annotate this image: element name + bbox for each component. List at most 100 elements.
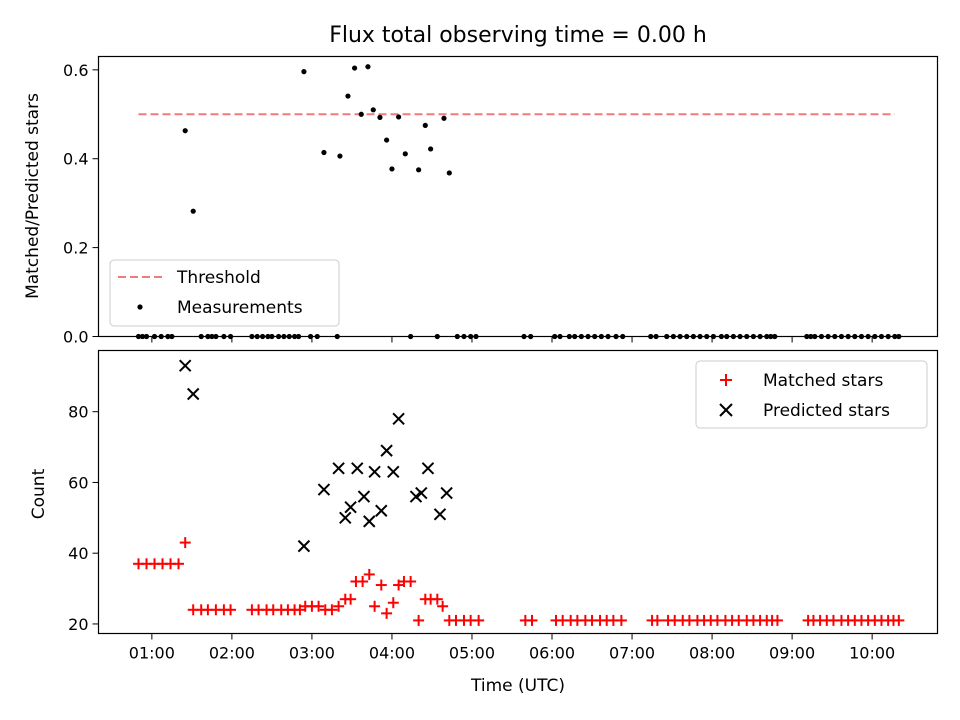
predicted-star-point (357, 490, 371, 503)
bottom-x-tick-label: 05:00 (449, 644, 495, 663)
bottom-y-tick-label: 60 (68, 473, 88, 492)
top-y-tick-label: 0.4 (63, 150, 88, 169)
chart-title: Flux total observing time = 0.00 h (329, 23, 707, 48)
matched-star-point (381, 607, 393, 619)
predicted-star-stroke-b (415, 486, 428, 500)
bottom-x-tick-label: 04:00 (369, 644, 415, 663)
legend-measurements-label: Measurements (177, 298, 303, 318)
bottom-x-tick-label: 09:00 (769, 644, 815, 663)
measurement-point (337, 153, 343, 159)
legend-predicted-swatch (719, 403, 733, 417)
predicted-star-stroke-b (421, 462, 435, 475)
predicted-star-stroke-b (392, 412, 405, 425)
legend-matched-swatch (720, 374, 732, 386)
predicted-star-point (415, 486, 428, 500)
matched-star-point (893, 614, 905, 626)
legend-threshold-label: Threshold (176, 268, 261, 288)
matched-star-point (333, 600, 345, 612)
predicted-star-stroke-b (433, 508, 447, 521)
predicted-star-point (344, 501, 357, 514)
matched-star-point (345, 593, 357, 605)
bottom-x-tick-label: 01:00 (129, 644, 175, 663)
measurement-point (190, 208, 196, 214)
bottom-y-tick-label: 80 (68, 403, 88, 422)
top-panel: Flux total observing time = 0.00 h Match… (23, 23, 939, 347)
predicted-star-stroke-b (339, 511, 352, 525)
bottom-y-tick-label: 20 (68, 615, 88, 634)
matched-star-point (473, 614, 485, 626)
predicted-star-point (351, 462, 364, 475)
measurement-point (396, 114, 402, 120)
bottom-x-tick-label: 06:00 (529, 644, 575, 663)
measurement-point (345, 93, 351, 99)
top-legend: Threshold Measurements (109, 259, 340, 327)
measurement-point (389, 166, 395, 172)
predicted-star-stroke-b (186, 387, 200, 401)
predicted-star-point (440, 486, 453, 500)
measurement-point (182, 128, 188, 134)
matched-star-point (651, 614, 663, 626)
predicted-star-stroke-b (363, 515, 376, 528)
predicted-star-stroke-b (297, 539, 311, 553)
measurement-point (384, 137, 390, 143)
predicted-star-stroke-b (317, 483, 331, 496)
predicted-star-point (332, 462, 345, 475)
measurement-point (352, 65, 358, 71)
matched-star-point (387, 597, 399, 609)
bottom-x-tick-label: 07:00 (609, 644, 655, 663)
predicted-star-stroke-b (368, 465, 381, 479)
predicted-star-stroke-b (351, 462, 364, 475)
predicted-star-stroke-b (375, 504, 388, 517)
matched-star-point (363, 568, 375, 580)
bottom-data-marks (133, 359, 905, 626)
predicted-star-point (409, 490, 423, 503)
predicted-star-point (363, 515, 376, 528)
matched-star-point (431, 593, 443, 605)
matched-star-point (405, 575, 417, 587)
predicted-star-point (368, 465, 381, 479)
predicted-star-stroke-b (387, 465, 400, 479)
x-axis-label: Time (UTC) (470, 676, 565, 696)
matched-star-point (179, 537, 191, 549)
predicted-star-point (186, 387, 200, 401)
predicted-star-stroke-b (178, 359, 192, 372)
bottom-plot-frame (97, 349, 939, 635)
predicted-star-point (392, 412, 405, 425)
matched-star-point (615, 614, 627, 626)
predicted-star-point (297, 539, 311, 553)
bottom-x-tick-label: 02:00 (209, 644, 255, 663)
bottom-x-ticks: 01:00 02:00 03:00 04:00 05:00 06:00 07:00 08:00… (129, 633, 895, 663)
measurement-point (416, 167, 422, 173)
matched-star-point (437, 600, 449, 612)
matched-star-point (771, 614, 783, 626)
matched-star-point (413, 614, 425, 626)
matched-star-point (375, 579, 387, 591)
bottom-y-ticks: 20 40 60 80 (68, 403, 99, 634)
matched-star-point (173, 558, 185, 570)
measurement-point (402, 151, 408, 157)
top-plot-frame (97, 55, 939, 338)
bottom-y-tick-label: 40 (68, 544, 88, 563)
matched-star-point (369, 600, 381, 612)
measurement-point (358, 111, 364, 117)
predicted-star-point (387, 465, 400, 479)
bottom-legend-box (695, 360, 928, 429)
measurement-point (428, 146, 434, 152)
predicted-star-point (339, 511, 352, 525)
measurement-point (370, 107, 376, 113)
bottom-x-tick-label: 08:00 (689, 644, 735, 663)
predicted-star-stroke-b (380, 444, 393, 457)
measurement-point (422, 122, 428, 128)
predicted-star-point (178, 359, 192, 372)
predicted-star-point (317, 483, 331, 496)
bottom-panel: Count Time (UTC) 20 40 60 80 01:00 02:00 03:0… (29, 349, 939, 696)
bottom-x-tick-label: 10:00 (849, 644, 895, 663)
top-legend-box (109, 259, 340, 327)
legend-matched-label: Matched stars (763, 371, 883, 391)
predicted-star-point (433, 508, 447, 521)
bottom-y-axis-label: Count (29, 468, 49, 519)
measurement-point (446, 170, 452, 176)
measurement-point (321, 149, 327, 156)
